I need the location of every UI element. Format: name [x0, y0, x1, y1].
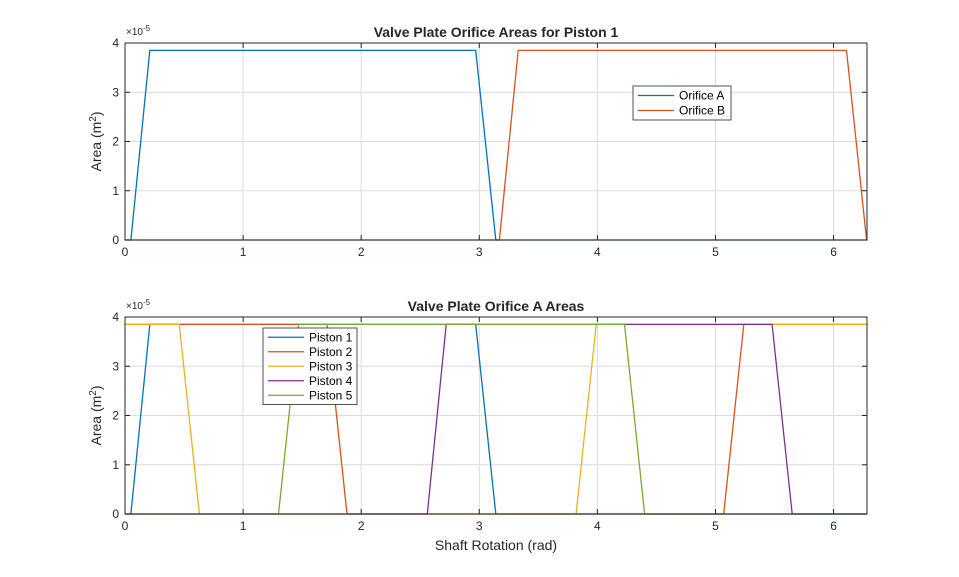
chart-panel-2: 0 1 2 3 4 5 6 0 1 2 3 4 ×10-5 Valve Plate Orifice A A… — [88, 298, 868, 553]
x-tick-label: 4 — [594, 245, 601, 259]
chart-panel-1: 0 1 2 3 4 5 6 0 1 2 3 4 ×10-5 Valve Plate Orifice Are… — [88, 24, 868, 259]
grid — [125, 43, 867, 240]
y-tick-label: 0 — [112, 233, 119, 247]
y-exponent-label: ×10-5 — [126, 298, 151, 312]
y-label-main: Area (m — [88, 122, 104, 172]
y-tick-label: 3 — [112, 85, 119, 99]
legend-box — [632, 85, 732, 121]
legend-label: Piston 5 — [309, 388, 353, 402]
x-tick-label: 2 — [358, 245, 365, 259]
y-label-sup: 2 — [88, 390, 99, 396]
y-label-end: ) — [88, 385, 104, 390]
y-tick-label: 2 — [112, 135, 119, 149]
exponent-base: ×10 — [126, 27, 143, 38]
legend-label: Piston 1 — [309, 330, 353, 344]
y-tick-label: 1 — [112, 458, 119, 472]
y-label-end: ) — [88, 111, 104, 116]
chart-title: Valve Plate Orifice A Areas — [408, 298, 585, 314]
y-tick-label: 0 — [112, 507, 119, 521]
exponent-power: -5 — [143, 24, 151, 33]
x-tick-label: 5 — [712, 245, 719, 259]
x-axis-label: Shaft Rotation (rad) — [435, 537, 557, 553]
x-tick-label: 4 — [594, 519, 601, 533]
y-tick-label: 4 — [112, 310, 119, 324]
y-axis-label: Area (m2) — [88, 385, 104, 445]
legend-label: Orifice B — [679, 104, 725, 118]
exponent-power: -5 — [143, 298, 151, 307]
x-tick-label: 5 — [712, 519, 719, 533]
legend-label: Orifice A — [679, 89, 724, 103]
chart-title: Valve Plate Orifice Areas for Piston 1 — [374, 24, 619, 40]
y-tick-label: 2 — [112, 409, 119, 423]
x-tick-label: 1 — [240, 245, 247, 259]
y-tick-label: 3 — [112, 359, 119, 373]
x-tick-label: 0 — [122, 245, 129, 259]
exponent-base: ×10 — [126, 301, 143, 312]
legend-label: Piston 4 — [309, 374, 353, 388]
y-axis-label: Area (m2) — [88, 111, 104, 171]
grid — [125, 317, 867, 514]
x-tick-label: 6 — [830, 519, 837, 533]
y-tick-label: 4 — [112, 36, 119, 50]
x-tick-label: 3 — [476, 245, 483, 259]
x-tick-label: 6 — [830, 245, 837, 259]
x-tick-label: 1 — [240, 519, 247, 533]
legend-label: Piston 3 — [309, 359, 353, 373]
y-exponent-label: ×10-5 — [126, 24, 151, 38]
x-tick-label: 0 — [122, 519, 129, 533]
x-tick-label: 3 — [476, 519, 483, 533]
y-label-sup: 2 — [88, 116, 99, 122]
y-tick-label: 1 — [112, 184, 119, 198]
x-tick-label: 2 — [358, 519, 365, 533]
legend-label: Piston 2 — [309, 345, 353, 359]
y-label-main: Area (m — [88, 396, 104, 446]
